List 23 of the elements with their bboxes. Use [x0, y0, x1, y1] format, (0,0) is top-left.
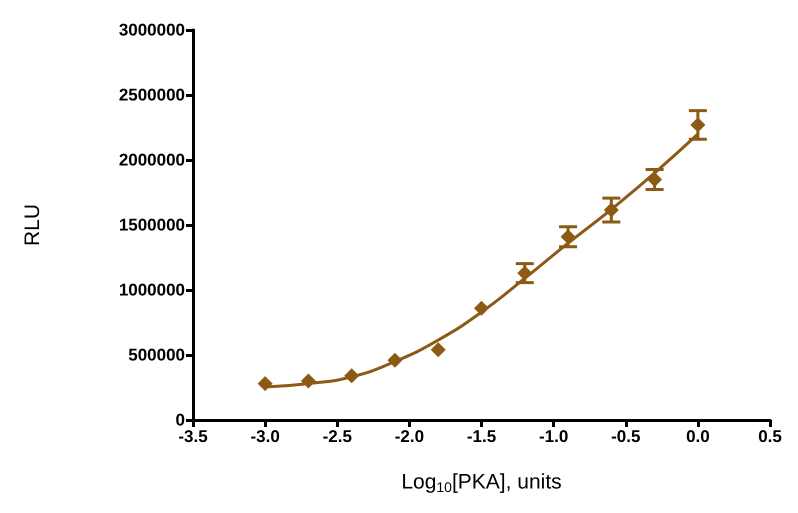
y-tick-label: 2000000: [118, 150, 185, 170]
x-tick-label: -1.0: [538, 427, 568, 446]
x-tick-label: 0.5: [758, 427, 782, 446]
x-tick-label: -3.5: [178, 427, 208, 446]
y-tick-label: 1500000: [118, 216, 185, 234]
x-tick-label: -2.5: [322, 427, 352, 446]
y-tick-label: 1000000: [118, 280, 185, 300]
y-axis-title: RLU: [21, 204, 44, 246]
point: [258, 376, 273, 392]
y-tick-label: 3000000: [118, 20, 185, 40]
point: [344, 368, 360, 384]
x-tick-label: 0.0: [686, 427, 710, 446]
point: [474, 300, 489, 316]
point: [430, 342, 446, 358]
point: [300, 374, 316, 388]
x-tick-label: -0.5: [611, 427, 640, 446]
x-tick-label: -1.5: [466, 427, 496, 446]
y-tick-label: 500000: [128, 346, 185, 364]
point: [387, 352, 402, 368]
x-tick-label: -2.0: [394, 427, 424, 446]
y-tick-label: 0: [176, 410, 185, 430]
y-tick-label: 2500000: [118, 86, 185, 104]
x-tick-label: -3.0: [250, 427, 280, 446]
